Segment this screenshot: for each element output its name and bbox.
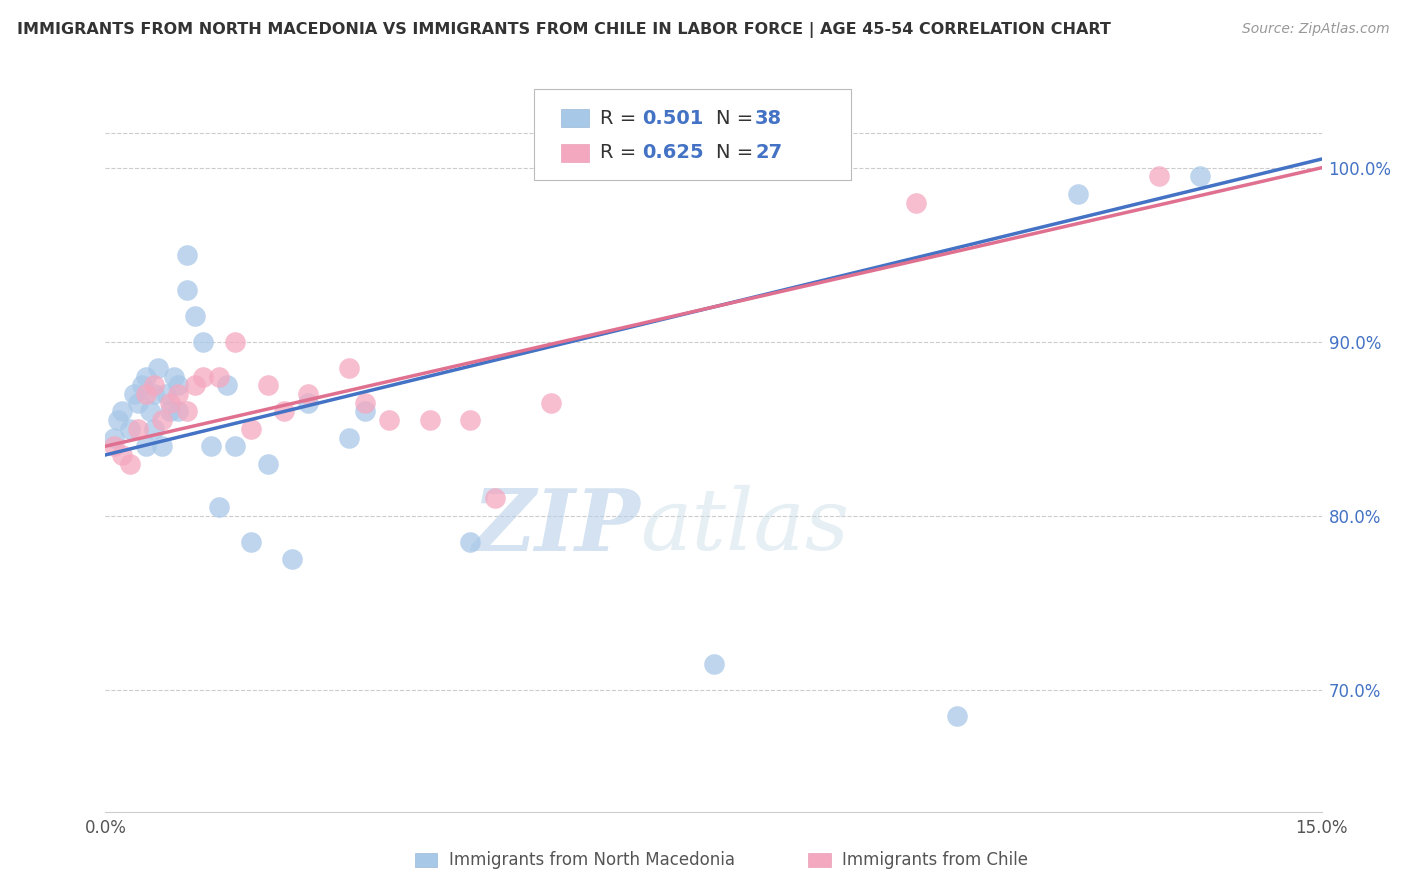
Point	[208, 369, 231, 384]
Point	[176, 248, 198, 262]
Text: 0.625: 0.625	[643, 144, 704, 162]
Text: 0.501: 0.501	[643, 109, 704, 128]
Point	[135, 369, 157, 384]
Point	[111, 448, 134, 462]
Point	[135, 387, 157, 401]
Point	[183, 378, 205, 392]
Point	[458, 413, 481, 427]
Text: Immigrants from North Macedonia: Immigrants from North Macedonia	[449, 851, 734, 869]
Point	[150, 439, 173, 453]
Point	[167, 378, 190, 392]
Point	[143, 378, 166, 392]
Point	[163, 369, 186, 384]
Text: R =: R =	[600, 144, 643, 162]
Point	[167, 404, 190, 418]
Point	[200, 439, 222, 453]
Text: atlas: atlas	[641, 485, 849, 567]
Point	[131, 378, 153, 392]
Point	[155, 387, 177, 401]
Point	[337, 360, 360, 375]
Point	[150, 413, 173, 427]
Point	[297, 387, 319, 401]
Point	[118, 457, 141, 471]
Point	[191, 334, 214, 349]
Point	[256, 378, 278, 392]
Point	[1067, 186, 1090, 201]
Point	[183, 309, 205, 323]
Point	[484, 491, 506, 506]
Text: ZIP: ZIP	[472, 484, 641, 568]
Point	[143, 422, 166, 436]
Point	[127, 395, 149, 409]
Point	[139, 404, 162, 418]
Point	[378, 413, 401, 427]
Point	[297, 395, 319, 409]
Point	[337, 430, 360, 444]
Point	[143, 387, 166, 401]
Point	[354, 395, 377, 409]
Point	[240, 422, 263, 436]
Point	[458, 535, 481, 549]
Point	[1149, 169, 1171, 184]
Point	[118, 422, 141, 436]
Point	[419, 413, 441, 427]
Point	[135, 439, 157, 453]
Point	[176, 283, 198, 297]
Point	[127, 422, 149, 436]
Point	[103, 439, 125, 453]
Point	[159, 404, 181, 418]
Text: IMMIGRANTS FROM NORTH MACEDONIA VS IMMIGRANTS FROM CHILE IN LABOR FORCE | AGE 45: IMMIGRANTS FROM NORTH MACEDONIA VS IMMIG…	[17, 22, 1111, 38]
Point	[702, 657, 725, 671]
Point	[217, 378, 239, 392]
Text: R =: R =	[600, 109, 643, 128]
Text: N =: N =	[716, 144, 759, 162]
Point	[208, 500, 231, 515]
Point	[240, 535, 263, 549]
Text: N =: N =	[716, 109, 759, 128]
Point	[273, 404, 295, 418]
Point	[1189, 169, 1212, 184]
Point	[945, 709, 967, 723]
Point	[103, 430, 125, 444]
Text: Source: ZipAtlas.com: Source: ZipAtlas.com	[1241, 22, 1389, 37]
Point	[176, 404, 198, 418]
Point	[146, 360, 169, 375]
Point	[122, 387, 145, 401]
Text: 38: 38	[755, 109, 782, 128]
Point	[159, 395, 181, 409]
Text: 27: 27	[755, 144, 782, 162]
Point	[224, 439, 246, 453]
Point	[224, 334, 246, 349]
Point	[540, 395, 562, 409]
Point	[107, 413, 129, 427]
Point	[167, 387, 190, 401]
Point	[256, 457, 278, 471]
Point	[281, 552, 304, 566]
Point	[905, 195, 928, 210]
Point	[354, 404, 377, 418]
Point	[191, 369, 214, 384]
Text: Immigrants from Chile: Immigrants from Chile	[842, 851, 1028, 869]
Point	[111, 404, 134, 418]
